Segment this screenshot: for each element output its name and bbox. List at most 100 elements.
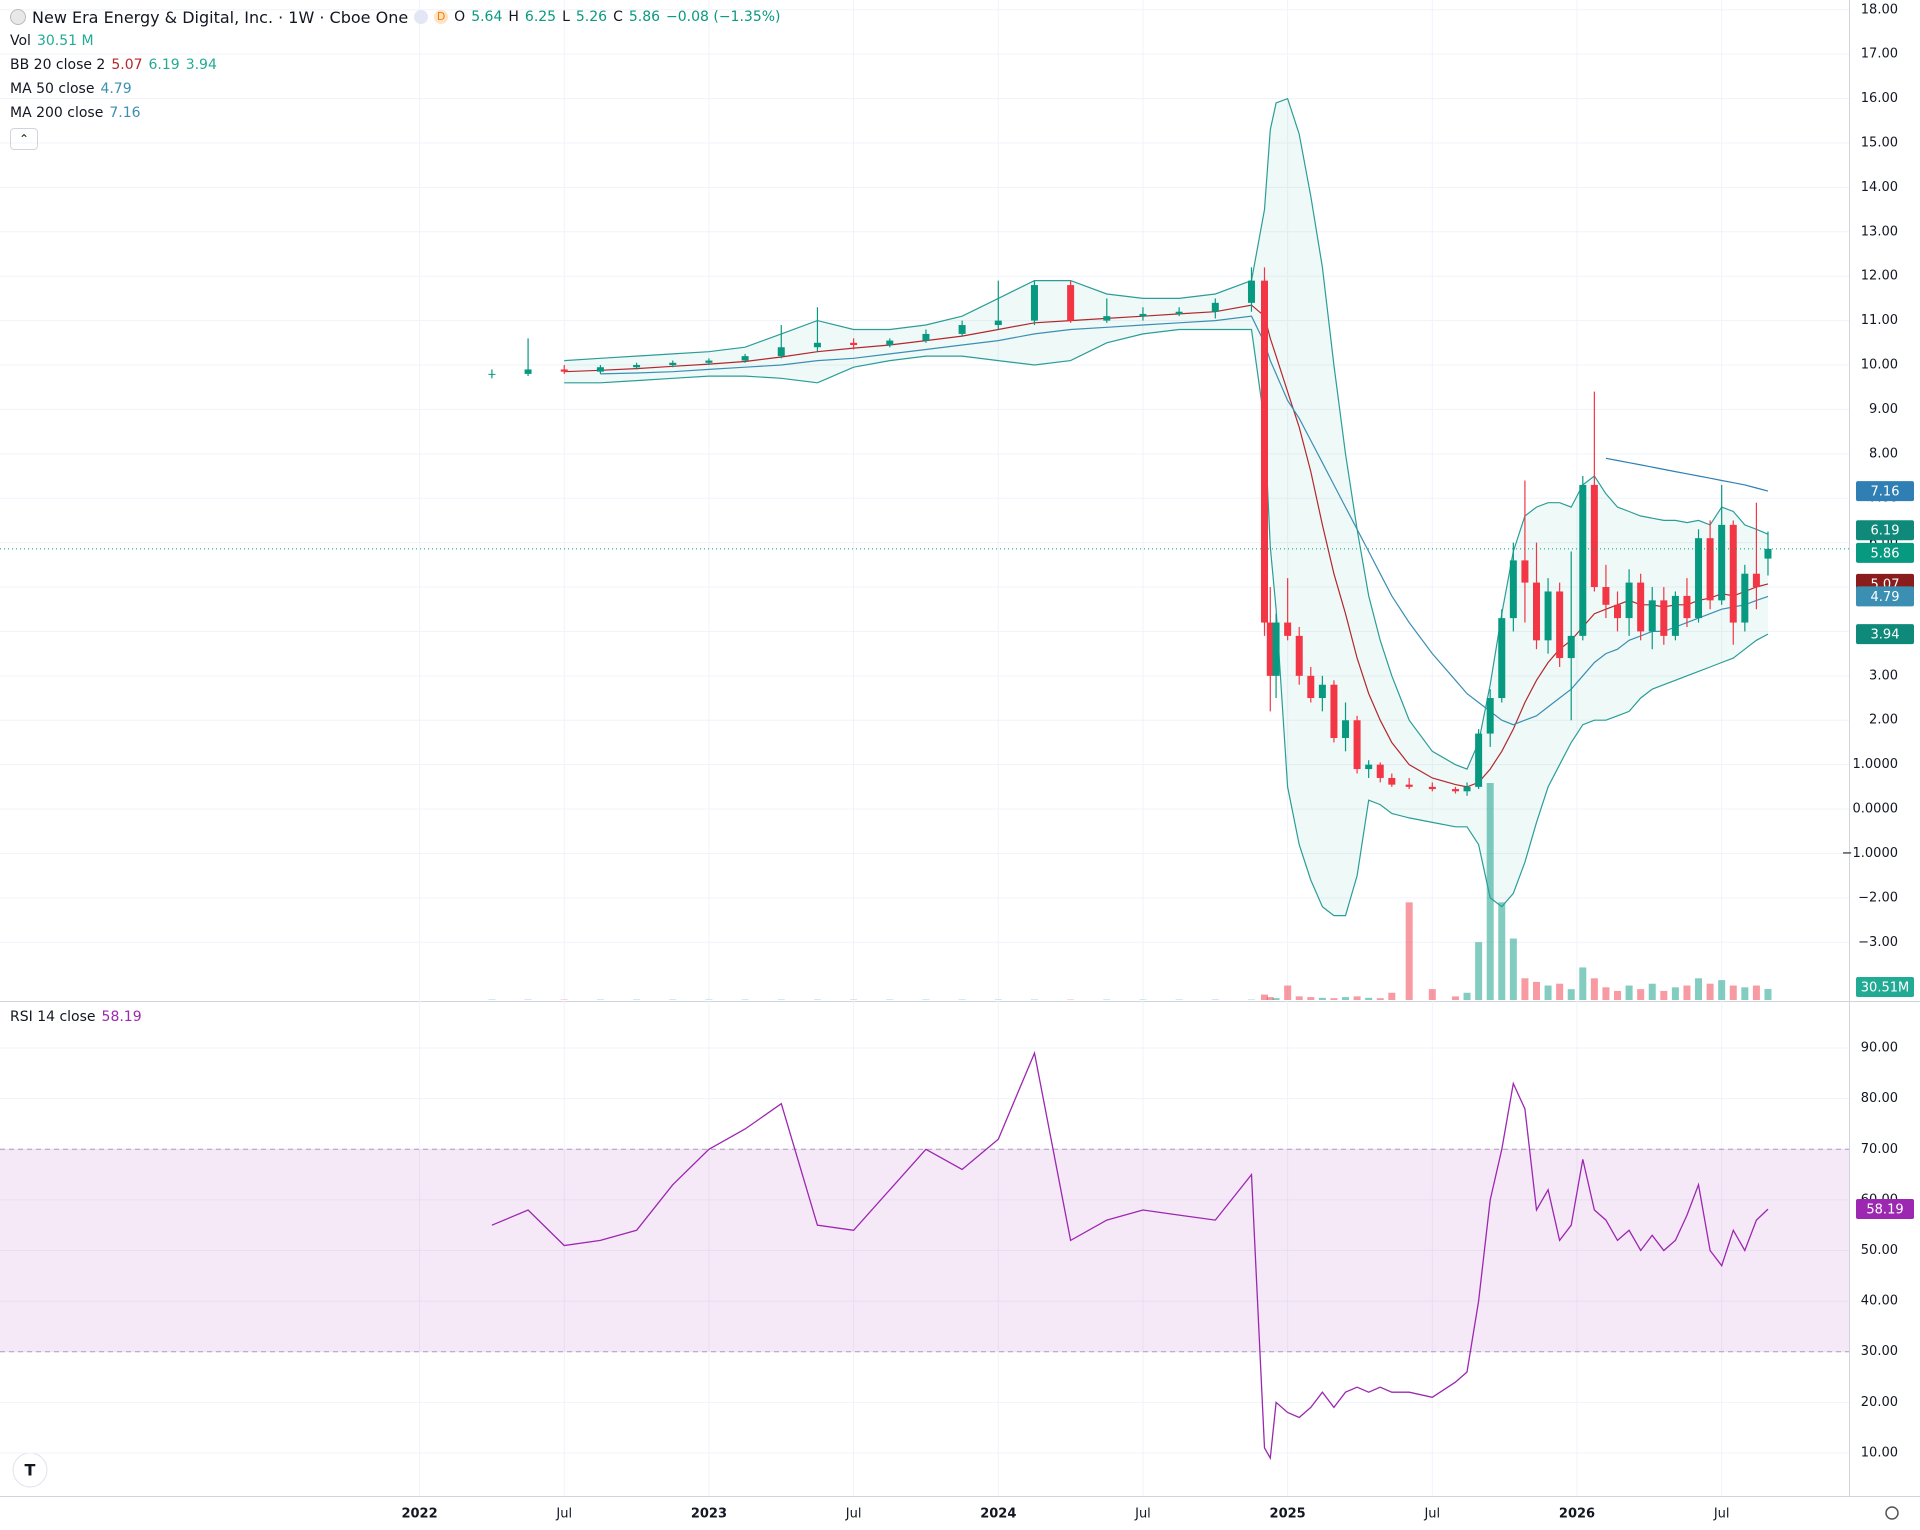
candle-body (813, 342, 821, 348)
bb-name: BB 20 close 2 (10, 57, 106, 73)
tv-logo[interactable]: T (12, 1452, 48, 1488)
candle-body (1376, 764, 1384, 778)
x-tick-label: 2026 (1559, 1507, 1595, 1522)
y-tick-label: 17.00 (1861, 47, 1898, 62)
rsi-tick-label: 40.00 (1861, 1294, 1898, 1309)
candle-body (741, 356, 749, 361)
ma200-line (1605, 457, 1769, 492)
rsi-name: RSI 14 close (10, 1009, 96, 1025)
candle-body (633, 365, 641, 368)
candle-body (1307, 675, 1315, 699)
volume-bar (1284, 985, 1292, 1000)
volume-tag: 30.51M (1861, 980, 1909, 995)
candle-body (1330, 684, 1338, 739)
y-tick-label: 11.00 (1861, 313, 1898, 328)
low-label: L (562, 9, 570, 25)
volume-bar (1272, 998, 1280, 1000)
candle-body (1741, 573, 1749, 623)
ma200-tag: 7.16 (1871, 485, 1900, 500)
volume-bar (1498, 902, 1506, 1000)
y-tick-label: 3.00 (1869, 668, 1898, 683)
rsi-tick-label: 50.00 (1861, 1243, 1898, 1258)
volume-bar (1330, 998, 1338, 1000)
bb-upper-line (564, 97, 1769, 770)
y-tick-label: 0.0000 (1853, 802, 1899, 817)
open-label: O (454, 9, 466, 25)
candle-body (1509, 560, 1517, 619)
y-tick-label: 9.00 (1869, 402, 1898, 417)
volume-bar (1648, 983, 1656, 1000)
y-tick-label: 13.00 (1861, 224, 1898, 239)
bb-basis-line (564, 304, 1769, 788)
volume-name: Vol (10, 33, 31, 49)
bb-lower-tag: 3.94 (1871, 628, 1900, 643)
candle-body (1614, 604, 1622, 619)
volume-bar (1671, 987, 1679, 1000)
volume-bar (1388, 992, 1396, 1000)
change-value: −0.08 (−1.35%) (666, 9, 781, 25)
x-tick-label: 2023 (691, 1507, 727, 1522)
symbol-title: New Era Energy & Digital, Inc. · 1W · Cb… (32, 7, 409, 27)
candle-body (1544, 591, 1552, 641)
candle-body (1660, 600, 1668, 636)
candle-body (1266, 622, 1274, 676)
volume-bar (1295, 996, 1303, 1000)
volume-bar (1637, 989, 1645, 1000)
collapse-button[interactable]: ⌃ (10, 128, 38, 150)
candle-body (488, 373, 496, 375)
rsi-tick-label: 30.00 (1861, 1344, 1898, 1359)
y-tick-label: −3.00 (1858, 935, 1898, 950)
y-tick-label: 18.00 (1861, 2, 1898, 17)
delayed-badge: D (434, 10, 449, 24)
volume-bar (1509, 938, 1517, 1000)
settings-icon[interactable] (1885, 1506, 1899, 1520)
candle-body (1718, 524, 1726, 601)
bb-upper-tag: 6.19 (1871, 524, 1900, 539)
volume-bar (1729, 985, 1737, 1000)
session-icon (414, 10, 429, 24)
volume-bar (1625, 985, 1633, 1000)
rsi-tick-label: 10.00 (1861, 1445, 1898, 1460)
candle-body (1067, 285, 1075, 321)
volume-bar (1602, 987, 1610, 1000)
volume-bar (1428, 989, 1436, 1000)
candle-body (705, 360, 713, 363)
volume-bar (1521, 978, 1529, 1000)
volume-bar (1405, 902, 1413, 1000)
y-tick-label: 8.00 (1869, 446, 1898, 461)
candle-body (1475, 733, 1483, 787)
bb-upper-value: 6.19 (148, 57, 180, 73)
bb-lower-line (564, 328, 1769, 917)
legend-row-rsi: RSI 14 close 58.19 (10, 1006, 142, 1028)
rsi-tag: 58.19 (1866, 1203, 1903, 1218)
rsi-tick-label: 20.00 (1861, 1395, 1898, 1410)
legend-row-bb: BB 20 close 2 5.07 6.19 3.94 (10, 54, 217, 76)
candle-body (994, 320, 1002, 326)
volume-bar (1614, 990, 1622, 1000)
candle-body (1030, 285, 1038, 321)
rsi-value: 58.19 (101, 1009, 142, 1025)
candle-body (1428, 786, 1436, 790)
legend-row-volume: Vol 30.51 M (10, 30, 94, 52)
volume-bar (1307, 997, 1315, 1000)
candle-body (1729, 524, 1737, 623)
volume-bar (1764, 988, 1772, 1000)
candle-body (1648, 600, 1656, 632)
candle-body (1139, 313, 1147, 317)
candle-body (1579, 484, 1587, 636)
candle-body (958, 325, 966, 334)
candle-body (1272, 622, 1280, 676)
ma50-name: MA 50 close (10, 81, 95, 97)
volume-bar (1486, 783, 1494, 1000)
candle-body (1388, 777, 1396, 785)
rsi-band (0, 1149, 1849, 1352)
candle-body (1175, 311, 1183, 314)
bb-basis-value: 5.07 (111, 57, 143, 73)
y-tick-label: 16.00 (1861, 91, 1898, 106)
volume-bar (1318, 997, 1326, 1000)
candle-body (669, 362, 677, 366)
high-value: 6.25 (524, 9, 557, 25)
volume-bar (1752, 985, 1760, 1000)
rsi-tag-box (1856, 1199, 1914, 1220)
